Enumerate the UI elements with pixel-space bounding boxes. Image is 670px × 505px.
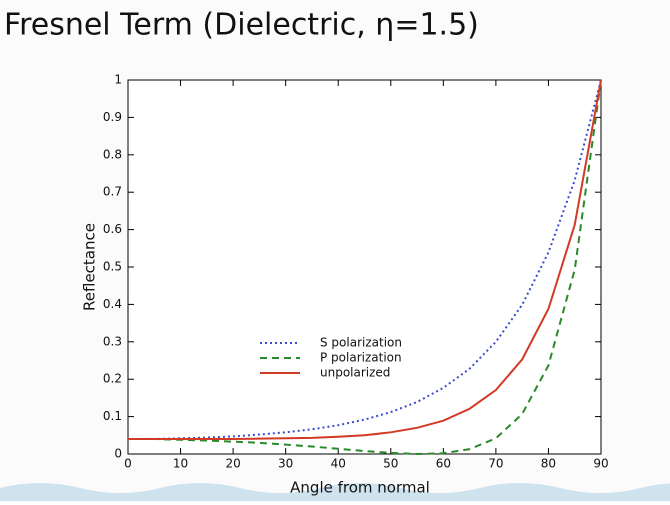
y-tick-label: 0 [114, 447, 122, 461]
decoration-wave [0, 483, 670, 501]
y-tick-label: 0.1 [103, 409, 122, 423]
x-tick-label: 20 [225, 457, 240, 471]
y-tick-label: 1 [114, 73, 122, 87]
x-tick-label: 0 [124, 457, 132, 471]
y-tick-label: 0.6 [103, 222, 122, 236]
x-tick-label: 30 [278, 457, 293, 471]
x-tick-label: 10 [173, 457, 188, 471]
x-axis-label: Angle from normal [290, 479, 430, 497]
y-tick-label: 0.9 [103, 110, 122, 124]
x-tick-label: 80 [541, 457, 556, 471]
slide-title: Fresnel Term (Dielectric, η=1.5) [4, 8, 479, 43]
legend-label: P polarization [320, 351, 402, 365]
y-tick-label: 0.4 [103, 297, 122, 311]
x-tick-label: 60 [436, 457, 451, 471]
x-tick-label: 90 [593, 457, 608, 471]
y-tick-label: 0.8 [103, 147, 122, 161]
series-line [128, 79, 602, 441]
plot-frame [127, 79, 602, 455]
y-axis-label: Reflectance [81, 223, 99, 311]
legend-label: S polarization [320, 336, 402, 350]
x-tick-label: 70 [488, 457, 503, 471]
x-tick-label: 50 [383, 457, 398, 471]
y-tick-label: 0.7 [103, 185, 122, 199]
legend-label: unpolarized [320, 366, 390, 380]
y-tick-label: 0.5 [103, 260, 122, 274]
x-tick-label: 40 [331, 457, 346, 471]
y-tick-label: 0.2 [103, 372, 122, 386]
y-tick-label: 0.3 [103, 334, 122, 348]
series-line [128, 79, 602, 456]
